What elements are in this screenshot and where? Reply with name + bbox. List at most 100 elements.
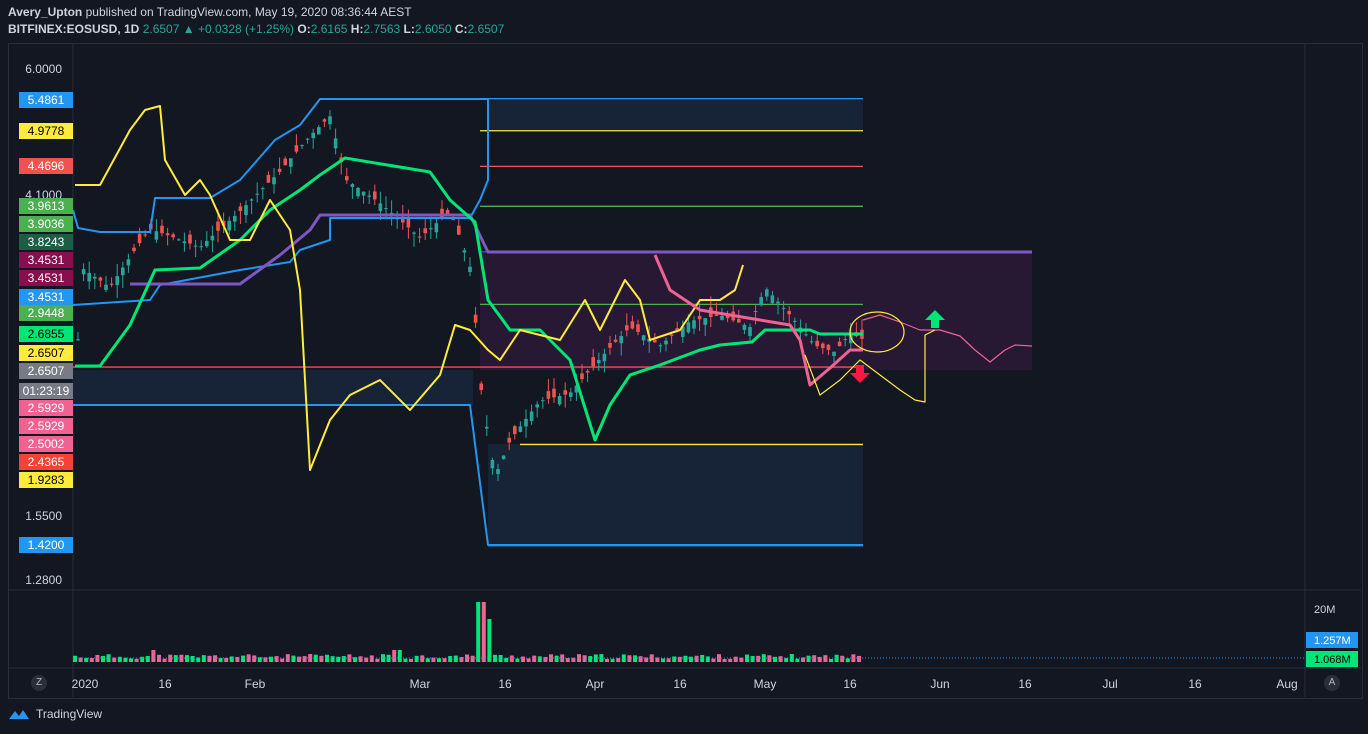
pink-projection-line (862, 314, 1033, 363)
volume-bar (644, 657, 649, 662)
candle-body (664, 340, 668, 345)
candle-body (630, 321, 635, 329)
candle-body (361, 191, 366, 196)
volume-bar (649, 654, 654, 662)
volume-bar (470, 655, 475, 662)
candle-body (227, 220, 231, 231)
volume-bar (246, 654, 251, 662)
candle-body (468, 266, 472, 273)
price-label: 01:23:19 (23, 384, 70, 398)
volume-bar (112, 657, 117, 662)
volume-bar (515, 658, 520, 662)
candle-body (98, 277, 103, 281)
volume-bar (117, 656, 122, 662)
candle-body (496, 469, 500, 475)
price-label-box (19, 198, 73, 214)
volume-bar (257, 657, 262, 662)
x-tick-label: 16 (673, 677, 687, 691)
y-tick-label: 6.0000 (25, 62, 62, 76)
volume-bar (201, 655, 206, 662)
volume-bar (162, 658, 167, 662)
volume-bar (829, 658, 833, 662)
candle-body (641, 335, 646, 341)
candle-body (109, 283, 114, 285)
last-price: 2.6507 (142, 22, 180, 36)
volume-bar (173, 655, 178, 662)
volume-bar (168, 654, 173, 662)
publish-info: Avery_Upton published on TradingView.com… (8, 5, 412, 19)
low-label: L: (403, 22, 415, 36)
candle-body (373, 191, 377, 200)
x-tick-label: 16 (158, 677, 172, 691)
purple-line (130, 213, 1032, 286)
candle-body (81, 269, 86, 275)
x-tick-label: May (754, 677, 777, 691)
volume-bar (806, 655, 811, 662)
volume-bar (493, 654, 497, 662)
candle-body (546, 391, 551, 399)
x-tick-label: Apr (586, 677, 605, 691)
volume-bar (420, 655, 425, 662)
volume-bar (375, 658, 380, 662)
volume-bar (448, 656, 453, 662)
volume-bar (453, 655, 458, 662)
volume-label-box (1306, 632, 1358, 648)
volume-bar (459, 657, 464, 662)
x-tick-label: Mar (410, 677, 431, 691)
price-label: 3.4531 (28, 271, 65, 285)
footer-brand[interactable]: TradingView (36, 707, 103, 721)
volume-bar (241, 655, 245, 662)
blue-line-lower (73, 404, 863, 546)
candle-body (725, 315, 730, 319)
x-tick-label: 16 (1188, 677, 1202, 691)
candle-body (322, 119, 327, 122)
candle-body (826, 344, 831, 350)
author-name[interactable]: Avery_Upton (8, 5, 83, 19)
candle-body (703, 318, 707, 325)
price-label-box (19, 454, 73, 470)
price-label: 2.6855 (28, 327, 65, 341)
candle-body (345, 176, 349, 181)
volume-bar (823, 655, 828, 662)
volume-bar (728, 658, 733, 662)
candle-body (513, 426, 517, 435)
volume-bar (481, 602, 486, 662)
footer: TradingView (8, 707, 102, 721)
candle-body (266, 174, 271, 183)
volume-bar (504, 657, 509, 662)
candle-body (210, 235, 215, 241)
candle-body (76, 339, 80, 341)
volume-bar (476, 602, 481, 662)
candle-body (625, 325, 629, 331)
candle-body (552, 388, 556, 398)
volume-bar (157, 654, 161, 662)
volume-bar (739, 657, 744, 662)
volume-bar (672, 656, 677, 662)
candle-body (675, 328, 679, 332)
upper-range-box (488, 99, 863, 130)
volume-bar (291, 655, 296, 662)
candle-body (255, 193, 259, 195)
open-label: O: (297, 22, 311, 36)
volume-bar (795, 658, 800, 662)
volume-bar (812, 655, 817, 662)
volume-bar (129, 658, 133, 662)
candle-body (277, 168, 282, 172)
volume-bar (123, 657, 128, 662)
auto-scale-button[interactable]: A (1324, 675, 1340, 691)
price-label: 2.5929 (28, 419, 65, 433)
timezone-button[interactable]: Z (31, 675, 47, 691)
candle-body (602, 353, 607, 362)
early-range-box (73, 370, 473, 406)
chart-frame (8, 43, 1363, 699)
candle-body (681, 326, 685, 337)
symbol-name[interactable]: BITFINEX:EOSUSD, 1D (8, 22, 140, 36)
volume-bar (857, 655, 861, 662)
candle-body (451, 219, 455, 221)
price-label-box (19, 252, 73, 268)
candle-body (613, 339, 618, 342)
x-tick-label: Jun (930, 677, 949, 691)
yellow-line (75, 105, 744, 471)
candle-body (193, 245, 198, 247)
